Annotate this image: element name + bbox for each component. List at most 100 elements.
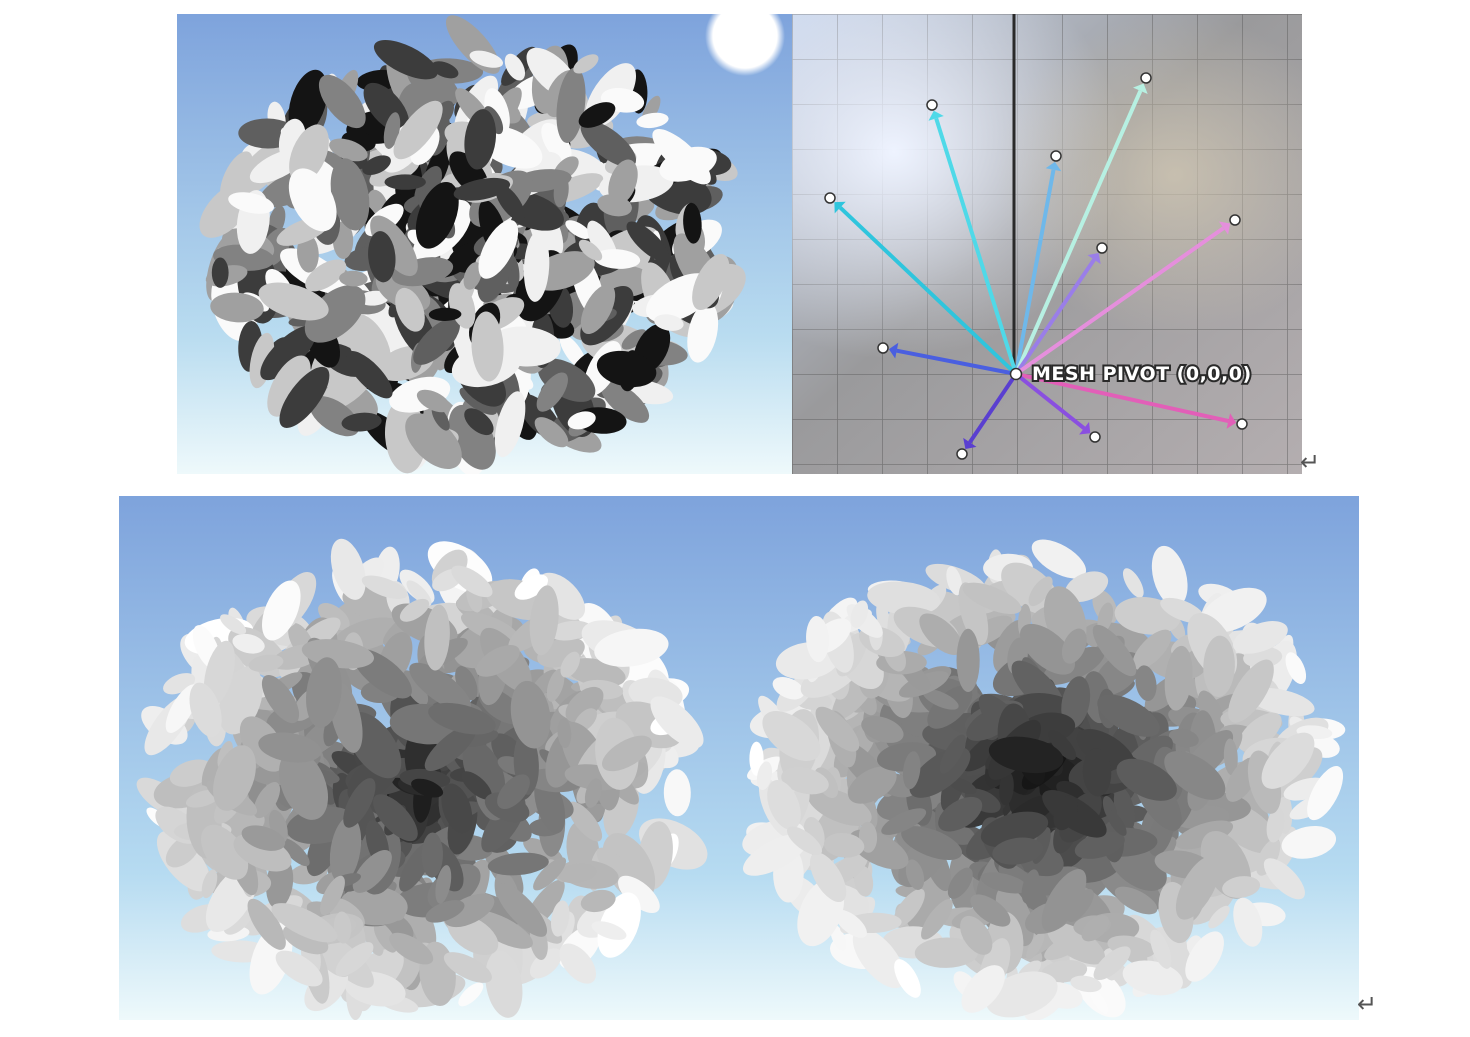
leaf bbox=[867, 581, 941, 615]
vector-arrow-shaft bbox=[1015, 372, 1229, 423]
leaf bbox=[1097, 694, 1160, 737]
leaf bbox=[318, 74, 366, 129]
leaf bbox=[368, 231, 396, 283]
leaf bbox=[970, 894, 1011, 927]
leaf bbox=[1048, 730, 1077, 760]
leaf bbox=[1122, 960, 1183, 996]
leaf bbox=[1132, 629, 1172, 670]
leaf bbox=[305, 259, 347, 292]
vector-arrow-shaft bbox=[968, 372, 1018, 444]
leaf bbox=[988, 736, 1064, 774]
vector-arrow-head bbox=[1087, 253, 1101, 265]
leaf bbox=[409, 662, 471, 712]
leaf bbox=[1261, 732, 1315, 789]
leaf bbox=[260, 325, 317, 381]
leaf bbox=[901, 826, 963, 861]
leaf bbox=[1116, 758, 1177, 801]
vector-arrow-head bbox=[1079, 422, 1091, 435]
leaf bbox=[597, 892, 641, 958]
leaf bbox=[1053, 795, 1078, 831]
leaf bbox=[772, 676, 805, 700]
leaf bbox=[510, 680, 551, 749]
leaf bbox=[654, 314, 684, 331]
leaf bbox=[756, 761, 773, 790]
leaf bbox=[958, 582, 989, 646]
leaf bbox=[876, 742, 937, 772]
vector-endpoint bbox=[824, 192, 836, 204]
leaf bbox=[1070, 975, 1102, 993]
leaf bbox=[451, 565, 493, 598]
leaf bbox=[330, 158, 370, 231]
vector-endpoint bbox=[1229, 214, 1241, 226]
leaf bbox=[1197, 690, 1225, 733]
leaf bbox=[650, 696, 704, 749]
leaf bbox=[464, 408, 494, 436]
leaf bbox=[497, 774, 530, 810]
leaf bbox=[361, 575, 408, 599]
leaf bbox=[329, 816, 362, 884]
leaf bbox=[478, 220, 519, 279]
leaf bbox=[267, 355, 311, 417]
vector-arrow-head bbox=[1226, 413, 1237, 429]
leaf bbox=[1135, 665, 1157, 702]
leaf bbox=[279, 366, 330, 428]
leaf bbox=[1122, 568, 1144, 598]
leaf bbox=[330, 538, 366, 600]
leaf bbox=[939, 734, 966, 774]
leaf bbox=[565, 220, 592, 240]
leaf bbox=[320, 875, 345, 916]
leaf bbox=[453, 177, 511, 201]
leaf bbox=[329, 138, 368, 162]
leaf bbox=[573, 54, 599, 74]
leaf bbox=[262, 580, 301, 641]
vector-endpoint bbox=[1140, 72, 1152, 84]
leaf bbox=[258, 732, 322, 763]
leaf bbox=[600, 381, 650, 423]
vector-endpoint bbox=[956, 448, 968, 460]
leaf bbox=[362, 919, 384, 956]
leaf bbox=[469, 50, 504, 68]
leaf bbox=[281, 838, 310, 867]
leaf bbox=[1151, 545, 1188, 607]
mesh-pivot-vector-diagram: MESH PIVOT (0,0,0) bbox=[792, 14, 1302, 474]
leaf bbox=[687, 302, 719, 363]
leaf bbox=[487, 852, 549, 876]
leaf bbox=[1031, 539, 1087, 579]
leaf bbox=[1175, 820, 1234, 850]
leaf bbox=[431, 61, 459, 79]
leaf bbox=[533, 857, 567, 891]
leaf bbox=[278, 749, 329, 820]
leaf bbox=[962, 582, 1022, 615]
vector-endpoint bbox=[877, 342, 889, 354]
leaf bbox=[393, 100, 443, 160]
leaf bbox=[567, 411, 596, 430]
leaf bbox=[261, 675, 300, 724]
leaf bbox=[593, 249, 641, 269]
leaf bbox=[210, 292, 264, 323]
leaf bbox=[580, 889, 616, 913]
leaf bbox=[343, 778, 376, 828]
leaf bbox=[211, 257, 229, 288]
leaf bbox=[663, 769, 691, 817]
leaf-cluster-radial-shading-image bbox=[728, 496, 1359, 1020]
leaf bbox=[318, 602, 350, 631]
leaf bbox=[781, 767, 829, 795]
leaf bbox=[339, 270, 368, 287]
leaf bbox=[288, 69, 328, 136]
leaf bbox=[203, 640, 235, 707]
paragraph-mark-icon: ↵ bbox=[1300, 448, 1321, 476]
leaf bbox=[424, 724, 477, 771]
leaf bbox=[980, 872, 1028, 894]
leaf bbox=[565, 686, 604, 723]
warm-overlay bbox=[792, 14, 1302, 474]
leaf bbox=[580, 120, 637, 168]
leaf bbox=[922, 689, 959, 710]
leaf bbox=[395, 287, 425, 332]
leaf bbox=[1185, 931, 1224, 982]
leaf bbox=[1164, 750, 1226, 800]
leaf bbox=[1233, 621, 1288, 654]
leaf bbox=[861, 716, 904, 743]
leaf bbox=[464, 109, 497, 170]
leaf bbox=[335, 942, 374, 977]
leaf bbox=[529, 948, 562, 979]
